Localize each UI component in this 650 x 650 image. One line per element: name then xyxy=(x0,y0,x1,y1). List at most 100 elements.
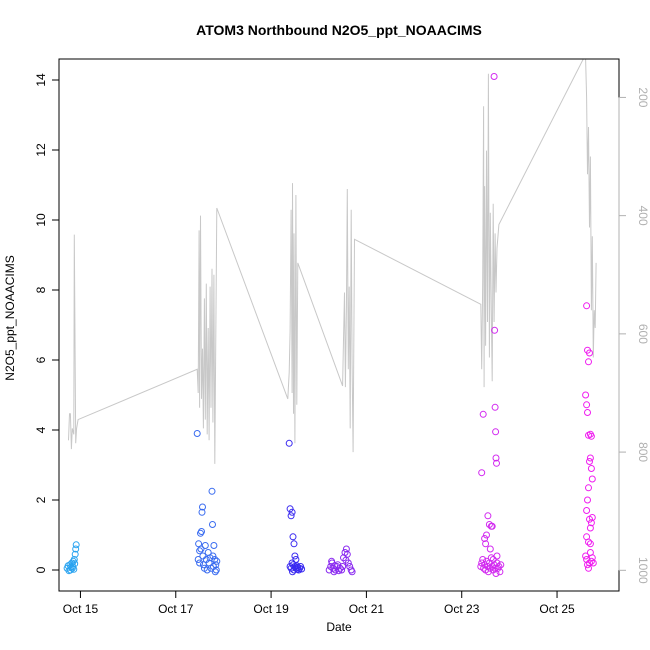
data-point xyxy=(492,428,500,436)
data-point xyxy=(210,542,218,549)
data-point xyxy=(212,561,220,569)
data-point xyxy=(588,554,596,562)
data-point xyxy=(72,545,80,553)
data-point xyxy=(585,564,592,572)
data-point xyxy=(70,556,78,563)
data-point xyxy=(493,552,501,560)
y-tick-label: 2 xyxy=(34,496,48,503)
data-point xyxy=(293,565,301,573)
x-axis-label: Date xyxy=(326,620,352,634)
data-point xyxy=(491,403,499,411)
data-point xyxy=(482,540,490,548)
data-point xyxy=(287,512,295,520)
data-point xyxy=(193,430,201,437)
data-point xyxy=(484,512,492,520)
data-point xyxy=(194,556,202,563)
data-point xyxy=(488,522,496,530)
data-point xyxy=(197,545,205,553)
right-tick-label: 400 xyxy=(636,206,650,226)
data-point xyxy=(479,410,487,418)
data-point xyxy=(341,549,349,556)
data-point xyxy=(331,562,338,570)
data-point xyxy=(493,459,500,467)
data-point xyxy=(586,458,593,465)
y-tick-label: 6 xyxy=(34,356,48,363)
data-point xyxy=(478,469,486,477)
data-point xyxy=(480,564,488,572)
data-point xyxy=(586,524,594,532)
y-tick-label: 0 xyxy=(34,566,48,573)
data-point xyxy=(338,566,346,574)
data-point xyxy=(493,559,501,567)
data-point xyxy=(72,541,80,549)
data-point xyxy=(587,432,595,440)
data-point xyxy=(198,528,205,535)
right-tick-label: 800 xyxy=(636,442,650,462)
data-point xyxy=(196,559,204,567)
data-point xyxy=(286,505,294,513)
data-point xyxy=(492,454,500,462)
data-point xyxy=(68,559,76,567)
data-point xyxy=(68,564,76,572)
data-point xyxy=(489,556,497,563)
data-point xyxy=(583,302,591,310)
data-point xyxy=(583,507,591,514)
data-point xyxy=(588,475,596,483)
x-axis: Oct 15 Oct 17 Oct 19 Oct 21 Oct 23 Oct 25 xyxy=(63,590,575,616)
data-point xyxy=(491,326,499,334)
data-point xyxy=(588,514,596,521)
data-point xyxy=(208,487,216,495)
series-2 xyxy=(193,430,221,576)
right-axis: 200 400 600 800 1000 xyxy=(618,87,650,584)
y-tick-label: 14 xyxy=(34,73,48,87)
data-point xyxy=(342,545,350,553)
data-point xyxy=(497,561,505,569)
data-point xyxy=(496,568,504,576)
data-point xyxy=(285,439,293,447)
y-tick-label: 12 xyxy=(34,143,48,157)
series-1 xyxy=(63,541,80,575)
data-point xyxy=(486,545,494,553)
series-6 xyxy=(582,302,597,572)
data-point xyxy=(585,484,592,492)
data-point xyxy=(481,535,489,542)
right-tick-label: 1000 xyxy=(636,557,650,584)
data-point xyxy=(298,565,306,573)
plot-area xyxy=(63,59,597,577)
right-tick-label: 200 xyxy=(636,87,650,107)
data-point xyxy=(289,533,297,541)
data-point xyxy=(348,568,356,576)
data-point xyxy=(487,554,495,562)
series-4 xyxy=(325,545,356,576)
data-point xyxy=(209,552,217,560)
data-point xyxy=(586,540,594,548)
data-point xyxy=(584,496,591,504)
series-3 xyxy=(285,439,306,576)
right-tick-label: 600 xyxy=(636,324,650,344)
y-tick-label: 10 xyxy=(34,213,48,227)
data-point xyxy=(585,538,592,546)
data-point xyxy=(71,550,79,558)
data-point xyxy=(201,542,209,549)
pressure-line xyxy=(68,59,597,464)
data-point xyxy=(211,556,219,563)
data-point xyxy=(483,531,490,539)
data-point xyxy=(586,349,593,357)
data-point xyxy=(582,552,590,560)
data-point xyxy=(342,556,350,564)
y-tick-label: 8 xyxy=(34,286,48,293)
data-point xyxy=(291,552,299,560)
x-tick-label: Oct 17 xyxy=(158,602,194,616)
data-point xyxy=(66,566,74,574)
x-tick-label: Oct 15 xyxy=(63,602,99,616)
y-axis-label: N2O5_ppt_NOAACIMS xyxy=(3,255,17,380)
data-point xyxy=(587,465,595,472)
data-point xyxy=(198,508,206,516)
plot-frame xyxy=(58,58,620,592)
chart-title: ATOM3 Northbound N2O5_ppt_NOAACIMS xyxy=(196,22,482,38)
data-point xyxy=(586,559,593,567)
data-point xyxy=(339,563,347,570)
x-tick-label: Oct 21 xyxy=(349,602,385,616)
data-point xyxy=(495,563,503,570)
